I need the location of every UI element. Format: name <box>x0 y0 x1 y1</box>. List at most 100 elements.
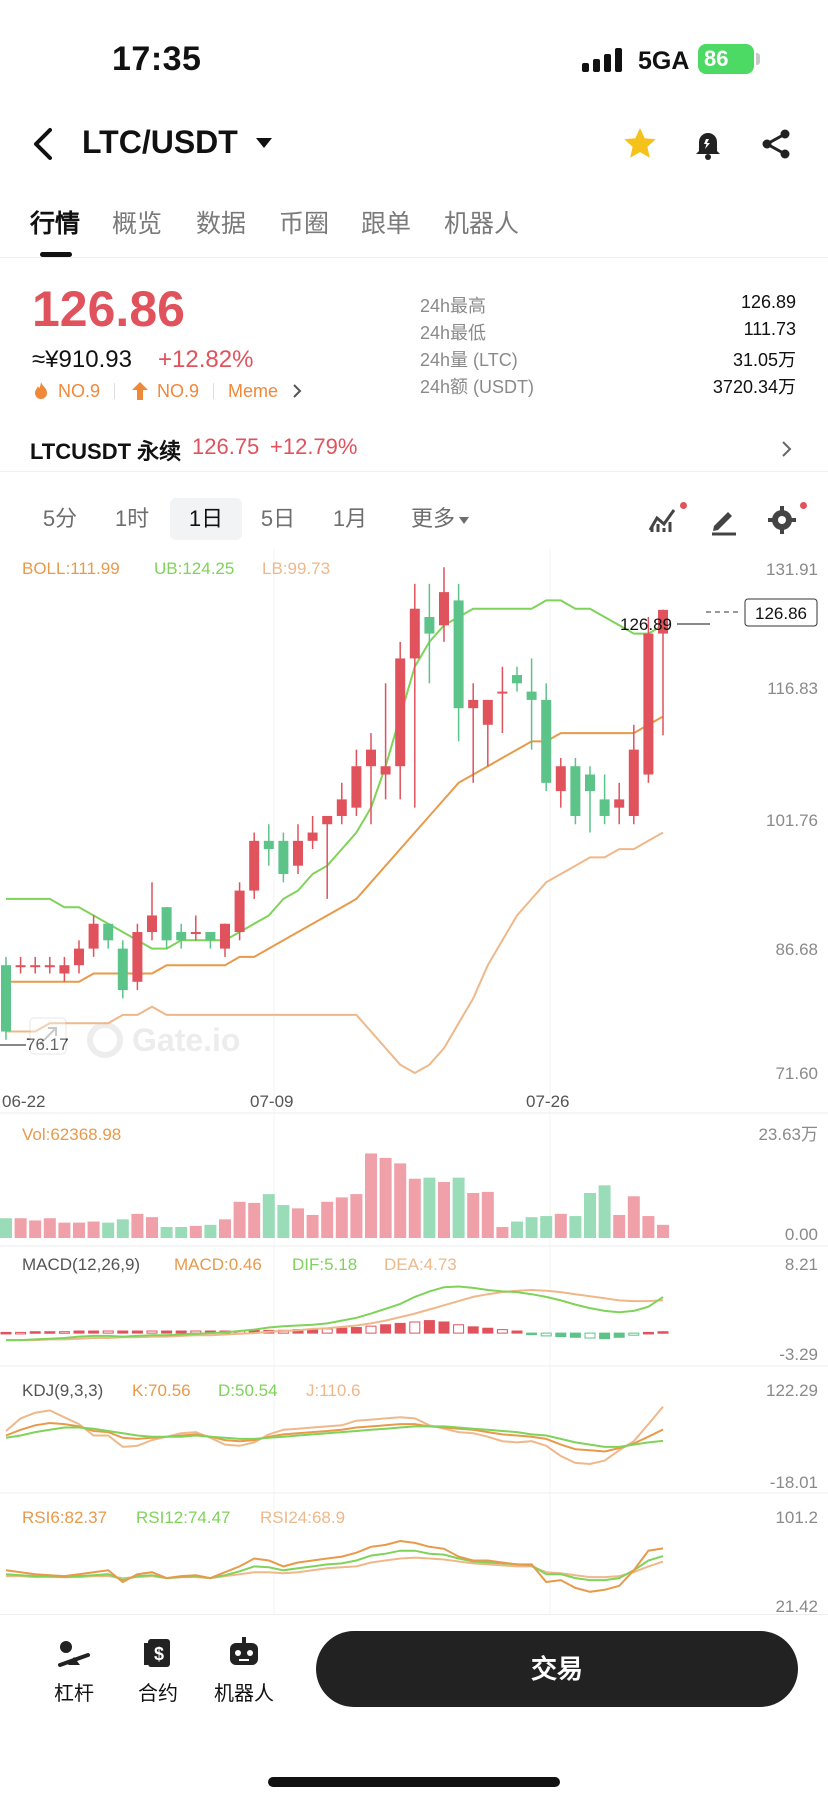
tab-copy-trading[interactable]: 跟单 <box>361 210 412 238</box>
robot-button[interactable]: 机器人 <box>204 1635 284 1706</box>
macd-histogram-bar <box>409 1321 421 1334</box>
candle-body <box>643 633 654 775</box>
stat-label: 24h最低 <box>420 323 487 343</box>
volume-bar <box>569 1216 582 1238</box>
macd-histogram-bar <box>511 1330 523 1334</box>
macd-dif: DIF:5.18 <box>292 1255 357 1274</box>
stat-row: 24h量 (LTC) 31.05万 <box>420 346 796 373</box>
robot-label: 机器人 <box>214 1683 274 1705</box>
tab-community[interactable]: 币圈 <box>279 210 330 238</box>
ranking-badges: NO.9 NO.9 Meme <box>30 380 320 402</box>
tab-market[interactable]: 行情 <box>30 210 81 238</box>
candle-body <box>658 609 668 634</box>
kdj-k: K:70.56 <box>132 1381 191 1400</box>
chart-grid <box>0 548 828 1614</box>
volume-bar <box>657 1224 669 1238</box>
perpetual-link[interactable]: LTCUSDT 永续 126.75 +12.79% <box>0 424 828 472</box>
candle-body <box>512 675 522 684</box>
tf-more[interactable]: 更多 <box>400 498 480 540</box>
contract-button[interactable]: $ 合约 <box>118 1635 198 1706</box>
macd-histogram-bar <box>0 1331 12 1335</box>
tf-5m[interactable]: 5分 <box>42 506 78 531</box>
back-arrow-icon[interactable] <box>26 124 62 164</box>
battery-level: 86 <box>704 46 729 71</box>
candle-body <box>132 932 143 982</box>
macd-histogram-bar <box>657 1331 669 1334</box>
rsi-max: 101.2 <box>775 1508 818 1527</box>
hot-rank-badge[interactable]: NO.9 <box>30 380 100 402</box>
kdj-legend: KDJ(9,3,3) K:70.56 D:50.54 J:110.6 122.2… <box>22 1381 818 1492</box>
macd-dea: DEA:4.73 <box>384 1255 457 1274</box>
indicator-icon[interactable] <box>646 504 678 536</box>
bell-icon[interactable] <box>688 124 728 164</box>
contract-label: 合约 <box>138 1683 178 1705</box>
expand-icon[interactable] <box>29 1017 67 1055</box>
candle-body <box>293 840 303 866</box>
vol-min: 0.00 <box>785 1225 818 1244</box>
macd-histogram-bar <box>555 1332 567 1338</box>
star-icon[interactable] <box>620 124 660 164</box>
signal-icon <box>582 46 622 72</box>
home-indicator[interactable] <box>268 1777 560 1787</box>
share-icon[interactable] <box>756 124 796 164</box>
battery-tip <box>756 53 760 65</box>
tf-1h[interactable]: 1时 <box>114 506 150 531</box>
chevron-down-icon[interactable] <box>256 138 272 148</box>
volume-bar <box>262 1194 275 1238</box>
tab-data[interactable]: 数据 <box>196 210 247 238</box>
price-chart[interactable]: Gate.io 131.91 116.83 101.76 86.68 71.60… <box>0 548 828 1614</box>
kdj-j: J:110.6 <box>306 1381 361 1400</box>
perpetual-name: LTCUSDT 永续 <box>30 439 182 464</box>
rsi-min: 21.42 <box>775 1597 818 1614</box>
candle-body <box>628 749 639 816</box>
cny-price: ≈¥910.93 <box>32 346 132 373</box>
volume-bar <box>87 1221 100 1238</box>
stat-label: 24h最高 <box>420 296 487 316</box>
macd-panel <box>0 1285 669 1342</box>
leverage-button[interactable]: 杠杆 <box>34 1635 114 1706</box>
pair-selector[interactable]: LTC/USDT <box>82 124 238 160</box>
divider <box>114 383 116 399</box>
flame-icon <box>35 382 47 399</box>
y-tick: 71.60 <box>775 1064 818 1083</box>
draw-pen-icon[interactable] <box>708 504 740 536</box>
stat-value: 126.89 <box>740 292 796 312</box>
tab-overview[interactable]: 概览 <box>112 210 163 238</box>
leverage-icon <box>58 1641 90 1667</box>
volume-bar <box>146 1217 158 1238</box>
candle-body <box>249 840 260 891</box>
current-price-label: 126.86 <box>755 604 807 623</box>
macd-histogram-bar <box>496 1329 508 1334</box>
candle-body <box>482 699 493 725</box>
tab-bots[interactable]: 机器人 <box>444 210 520 238</box>
volume-bar <box>408 1178 421 1238</box>
notification-dot <box>680 502 687 509</box>
candle-body <box>322 815 333 825</box>
timeframe-bar: 5分 1时 1日 5日 1月 更多 <box>0 488 828 544</box>
tf-1d[interactable]: 1日 <box>170 498 242 540</box>
current-price-tag: 126.86 <box>706 598 818 627</box>
rsi6-label: RSI6:82.37 <box>22 1508 107 1527</box>
volume-bar <box>452 1177 465 1238</box>
x-tick: 07-26 <box>526 1092 569 1111</box>
volume-bars <box>0 1153 669 1238</box>
tf-5d[interactable]: 5日 <box>260 506 296 531</box>
meme-tag[interactable]: Meme <box>228 381 306 402</box>
volume-bar <box>204 1224 217 1238</box>
tf-more-label: 更多 <box>410 506 455 531</box>
candle-body <box>117 948 128 991</box>
volume-bar <box>613 1214 626 1238</box>
volume-bar <box>58 1222 71 1238</box>
macd-histogram-bar <box>350 1327 362 1334</box>
tf-1mo[interactable]: 1月 <box>332 506 368 531</box>
candle-body <box>599 799 610 816</box>
trade-button[interactable]: 交易 <box>316 1631 798 1707</box>
volume-bar <box>525 1217 538 1238</box>
hot-rank-text: NO.9 <box>58 380 101 401</box>
status-bar: 17:35 5GA 86 <box>0 0 828 110</box>
chevron-right-icon <box>293 384 302 398</box>
settings-gear-icon[interactable] <box>766 504 798 536</box>
gainer-rank-badge[interactable]: NO.9 <box>129 380 199 402</box>
rsi-panel <box>5 1539 664 1593</box>
volume-bar <box>277 1205 290 1238</box>
